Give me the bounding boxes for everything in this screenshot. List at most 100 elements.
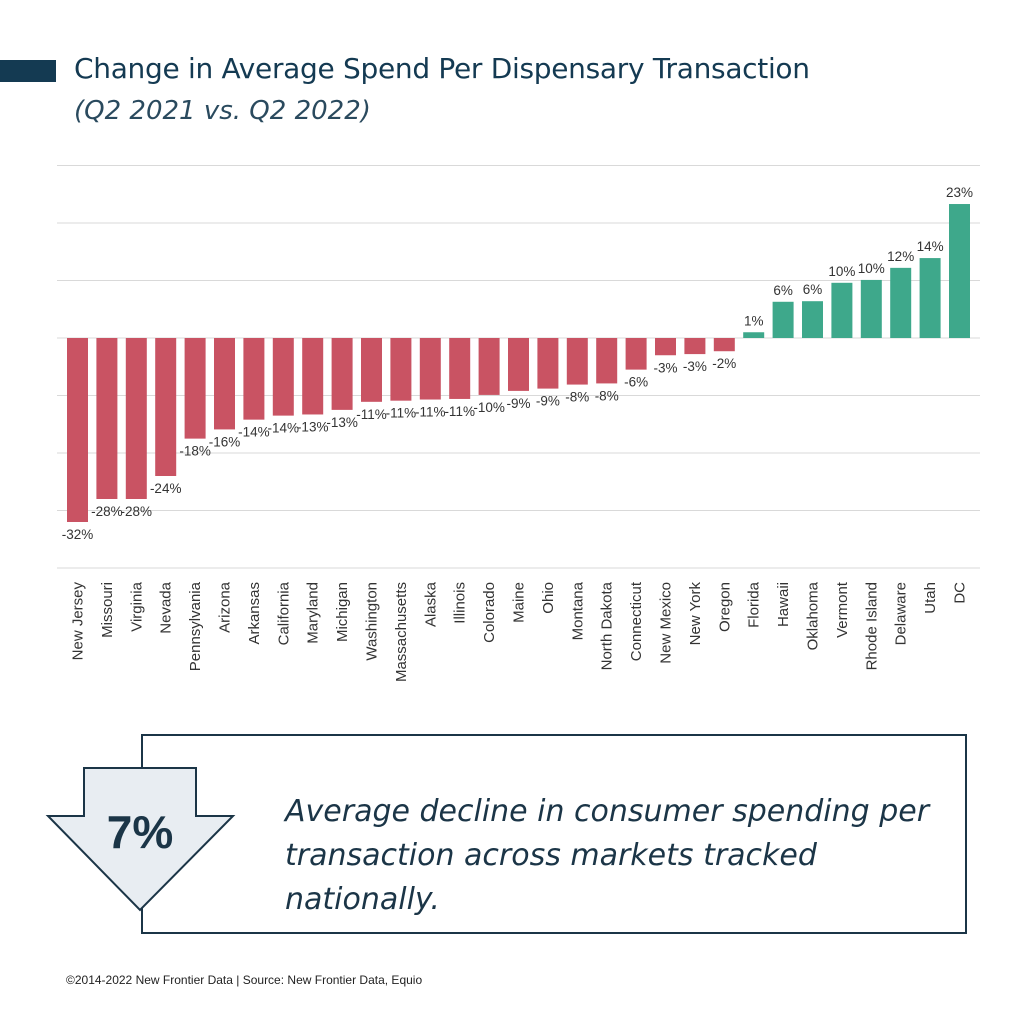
callout-text: Average decline in consumer spending per…: [285, 794, 930, 917]
chart-subtitle: (Q2 2021 vs. Q2 2022): [74, 96, 371, 126]
data-label: -3%: [683, 359, 707, 374]
category-label: Missouri: [99, 582, 116, 638]
data-label: -28%: [91, 504, 123, 519]
category-label: Florida: [746, 581, 763, 628]
data-label: -24%: [150, 481, 182, 496]
bar-california: [272, 338, 294, 416]
category-label: Vermont: [834, 581, 851, 638]
category-label: North Dakota: [599, 581, 616, 670]
bar-new-jersey: [67, 338, 88, 522]
category-label: Utah: [922, 582, 939, 614]
data-label: -14%: [268, 421, 300, 436]
data-label: -32%: [62, 527, 94, 542]
category-label: Maryland: [305, 582, 322, 644]
category-label: New York: [687, 582, 704, 646]
bar-oklahoma: [802, 301, 823, 338]
bar-dc: [949, 204, 970, 338]
data-label: -11%: [444, 404, 475, 419]
data-label: -3%: [653, 360, 677, 375]
category-label: Oklahoma: [805, 581, 822, 650]
bar-pennsylvania: [184, 338, 206, 439]
data-label: 6%: [773, 283, 793, 298]
data-label: -6%: [624, 375, 648, 390]
data-label: -9%: [506, 396, 530, 411]
bar-north-dakota: [596, 338, 618, 384]
bar-montana: [566, 338, 588, 385]
bar-ohio: [537, 338, 559, 389]
callout-box: [141, 734, 967, 934]
category-label: Illinois: [452, 582, 469, 624]
category-label: DC: [952, 582, 969, 604]
data-label: -13%: [326, 415, 358, 430]
category-label: Oregon: [716, 582, 733, 632]
category-label: Pennsylvania: [187, 581, 204, 671]
category-label: Hawaii: [775, 582, 792, 627]
bar-florida: [743, 332, 765, 338]
bar-arkansas: [243, 338, 265, 420]
bar-washington: [361, 338, 382, 402]
data-label: -9%: [536, 394, 560, 409]
bar-maine: [508, 338, 529, 391]
category-label: Connecticut: [628, 581, 645, 661]
category-label: Arkansas: [246, 582, 263, 645]
category-label: Washington: [364, 582, 381, 661]
bar-nevada: [155, 338, 177, 476]
category-label: New Mexico: [658, 582, 675, 664]
data-label: -14%: [238, 425, 270, 440]
data-label: -8%: [565, 390, 589, 405]
bar-rhode-island: [860, 279, 882, 338]
data-label: -11%: [386, 406, 417, 421]
bar-hawaii: [772, 301, 794, 338]
data-label: -11%: [356, 407, 387, 422]
category-label: Rhode Island: [863, 582, 880, 670]
bar-virginia: [125, 338, 147, 499]
data-label: -2%: [712, 356, 736, 371]
category-label: Colorado: [481, 582, 498, 643]
chart-title: Change in Average Spend Per Dispensary T…: [74, 52, 810, 85]
bar-alaska: [419, 338, 441, 400]
category-label: Montana: [569, 581, 586, 640]
data-label: 10%: [858, 261, 885, 276]
data-label: 23%: [946, 185, 973, 200]
title-accent-bar: [0, 60, 56, 82]
bar-colorado: [478, 338, 500, 395]
data-label: -28%: [121, 504, 153, 519]
category-label: Virginia: [128, 581, 145, 631]
footer-credit: ©2014-2022 New Frontier Data | Source: N…: [66, 973, 423, 987]
category-label: Ohio: [540, 582, 557, 614]
category-label: New Jersey: [70, 582, 87, 661]
category-label: Delaware: [893, 582, 910, 645]
bar-new-mexico: [655, 338, 676, 356]
bar-delaware: [890, 267, 912, 338]
bar-new-york: [684, 338, 706, 355]
category-label: Arizona: [217, 581, 234, 633]
data-label: 1%: [744, 313, 764, 328]
bar-michigan: [331, 338, 353, 410]
data-label: -16%: [209, 434, 241, 449]
category-label: Maine: [511, 582, 528, 623]
bar-connecticut: [625, 338, 647, 370]
bar-vermont: [831, 282, 853, 338]
category-label: Alaska: [422, 581, 439, 627]
data-label: 6%: [803, 282, 823, 297]
bar-utah: [919, 258, 941, 338]
bar-arizona: [214, 338, 235, 430]
data-label: -10%: [473, 400, 505, 415]
bar-maryland: [302, 338, 324, 415]
data-label: -8%: [595, 388, 619, 403]
bar-chart: -32% New Jersey -28% Missouri -28% Virginia -2…: [57, 165, 980, 682]
data-label: -18%: [179, 444, 211, 459]
bar-massachusetts: [390, 338, 412, 401]
data-label: -11%: [415, 405, 446, 420]
bar-illinois: [449, 338, 471, 399]
data-label: 14%: [917, 239, 944, 254]
bar-oregon: [713, 338, 735, 352]
category-label: Nevada: [158, 581, 175, 633]
category-label: Massachusetts: [393, 582, 410, 682]
data-label: 10%: [828, 264, 855, 279]
data-label: 12%: [887, 249, 914, 264]
category-label: Michigan: [334, 582, 351, 642]
category-label: California: [275, 581, 292, 645]
data-label: -13%: [297, 419, 329, 434]
bar-missouri: [96, 338, 118, 499]
